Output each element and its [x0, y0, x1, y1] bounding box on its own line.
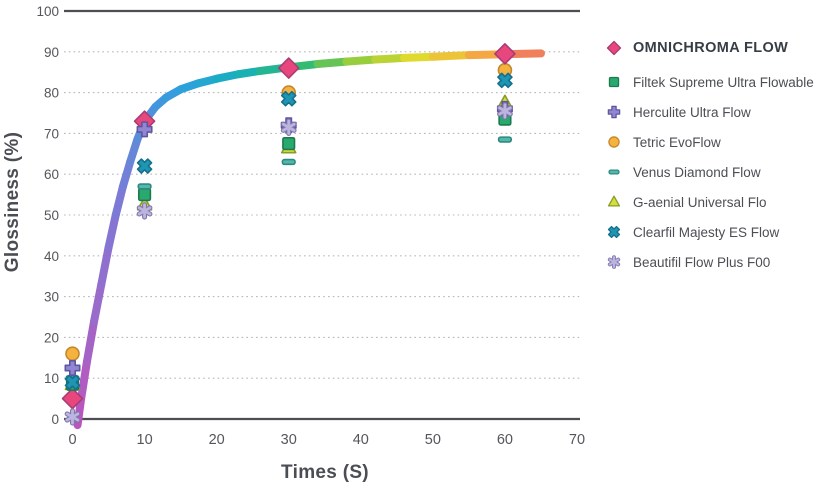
svg-text:50: 50: [44, 208, 59, 223]
legend-label: Venus Diamond Flow: [633, 164, 761, 180]
gridlines: [64, 9, 580, 421]
svg-text:80: 80: [44, 86, 59, 101]
svg-text:30: 30: [281, 432, 297, 448]
legend-label: Beautifil Flow Plus F00: [633, 254, 771, 270]
x-axis-title: Times (S): [281, 462, 369, 483]
svg-text:0: 0: [51, 412, 59, 427]
plus-marker-icon: [607, 105, 621, 119]
x-marker-icon: [607, 225, 621, 239]
series-points-beautifil-flow-plus-f00: [64, 102, 513, 426]
legend-item-tetric-evoflow: Tetric EvoFlow: [604, 127, 814, 157]
svg-text:40: 40: [353, 432, 369, 448]
legend-label: G-aenial Universal Flo: [633, 194, 767, 210]
svg-text:90: 90: [44, 45, 59, 60]
series-points-clearfil-majesty-es-flow: [64, 72, 513, 391]
asterisk-marker-icon: [607, 255, 621, 269]
svg-text:70: 70: [44, 126, 59, 141]
svg-text:50: 50: [425, 432, 441, 448]
diamond-marker-icon: [606, 40, 622, 56]
legend: OMNICHROMA FLOW Filtek Supreme Ultra Flo…: [604, 33, 814, 277]
legend-label: Herculite Ultra Flow: [633, 104, 751, 120]
svg-text:40: 40: [44, 249, 59, 264]
series-points-venus-diamond-flow: [65, 136, 513, 382]
svg-text:20: 20: [209, 432, 225, 448]
svg-text:30: 30: [44, 290, 59, 305]
legend-item-beautifil-flow-plus-f00: Beautifil Flow Plus F00: [604, 247, 814, 277]
y-axis-title: Glossiness (%): [2, 131, 23, 273]
svg-text:10: 10: [137, 432, 153, 448]
legend-item-omnichroma-flow: OMNICHROMA FLOW: [604, 33, 814, 63]
curve-omnichroma-gradient: [73, 49, 545, 430]
legend-item-filtek-supreme-ultra-flowable: Filtek Supreme Ultra Flowable: [604, 67, 814, 97]
legend-item-herculite-ultra-flow: Herculite Ultra Flow: [604, 97, 814, 127]
triangle-marker-icon: [607, 195, 621, 207]
svg-text:60: 60: [497, 432, 513, 448]
svg-text:20: 20: [44, 330, 59, 345]
legend-label: Tetric EvoFlow: [633, 134, 721, 150]
dash-marker-icon: [608, 169, 620, 175]
svg-text:10: 10: [44, 371, 59, 386]
square-marker-icon: [608, 76, 620, 88]
svg-text:70: 70: [569, 432, 585, 448]
legend-item-clearfil-majesty-es-flow: Clearfil Majesty ES Flow: [604, 217, 814, 247]
legend-item-venus-diamond-flow: Venus Diamond Flow: [604, 157, 814, 187]
series-points-tetric-evoflow: [65, 62, 513, 362]
circle-marker-icon: [608, 136, 620, 148]
svg-text:60: 60: [44, 167, 59, 182]
svg-text:100: 100: [36, 4, 59, 19]
legend-label: Clearfil Majesty ES Flow: [633, 224, 780, 240]
legend-item-g-aenial-universal-flo: G-aenial Universal Flo: [604, 187, 814, 217]
svg-text:0: 0: [68, 432, 76, 448]
tick-labels: 0 10 20 30 40 50 60 70 80 90 100 0 10 20 30 40 50 60 70: [36, 4, 585, 448]
legend-label: OMNICHROMA FLOW: [633, 40, 789, 56]
legend-label: Filtek Supreme Ultra Flowable: [633, 74, 814, 90]
